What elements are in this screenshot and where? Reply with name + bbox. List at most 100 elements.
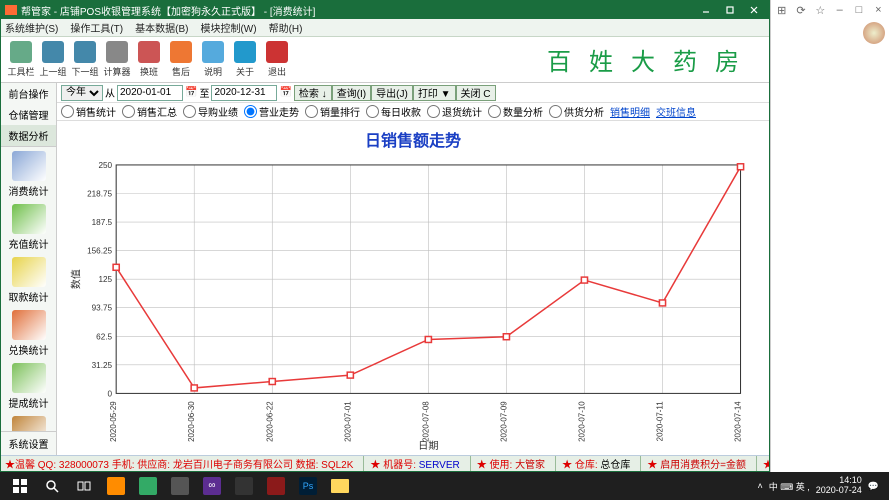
toolbar-关于[interactable]: 关于	[229, 41, 261, 78]
start-button[interactable]	[4, 474, 36, 498]
chart-area: 日销售额走势 031.2562.593.75125156.25187.5218.…	[57, 121, 769, 455]
svg-text:218.75: 218.75	[87, 190, 113, 199]
svg-text:250: 250	[98, 161, 112, 170]
sidebar-item-取款统计[interactable]: 取款统计	[1, 253, 56, 306]
svg-text:93.75: 93.75	[92, 304, 113, 313]
user-avatar[interactable]	[863, 22, 885, 44]
toolbar-上一组[interactable]: 上一组	[37, 41, 69, 78]
notif-icon[interactable]: 💬	[868, 481, 879, 492]
sidebar-tab[interactable]: 数据分析	[1, 125, 56, 146]
view-radio[interactable]: 退货统计	[427, 104, 482, 119]
toolbar-退出[interactable]: 退出	[261, 41, 293, 78]
search-icon[interactable]	[36, 474, 68, 498]
close-button[interactable]	[743, 3, 765, 17]
sidebar-item-兑换统计[interactable]: 兑换统计	[1, 306, 56, 359]
toolbar-售后[interactable]: 售后	[165, 41, 197, 78]
refresh-icon[interactable]: ⟳	[794, 3, 807, 17]
menu-item[interactable]: 模块控制(W)	[200, 20, 256, 35]
taskbar: ∞ Ps ˄ 中 ⌨ 英 , 14:102020-07-24 💬	[0, 472, 889, 500]
status-bar: ★温馨 QQ: 328000073 手机: 供应商: 龙岩百川电子商务有限公司 …	[1, 455, 769, 471]
view-link[interactable]: 销售明细	[610, 104, 650, 119]
max2-icon[interactable]: □	[852, 3, 865, 17]
tray-up-icon[interactable]: ˄	[757, 481, 762, 491]
svg-text:2020-07-14: 2020-07-14	[733, 401, 742, 442]
status-left: ★温馨 QQ: 328000073 手机: 供应商: 龙岩百川电子商务有限公司 …	[5, 456, 353, 471]
view-radio[interactable]: 销售统计	[61, 104, 116, 119]
view-radio[interactable]: 导购业绩	[183, 104, 238, 119]
svg-text:125: 125	[98, 275, 112, 284]
range-select[interactable]: 今年	[61, 85, 103, 101]
svg-text:156.25: 156.25	[87, 247, 113, 256]
app5-icon[interactable]	[260, 474, 292, 498]
date-to-input[interactable]	[211, 85, 277, 101]
maximize-button[interactable]	[719, 3, 741, 17]
star-icon[interactable]: ☆	[814, 3, 827, 17]
view-radio[interactable]: 销量排行	[305, 104, 360, 119]
svg-text:2020-06-30: 2020-06-30	[187, 401, 196, 442]
sidebar-tab[interactable]: 仓储管理	[1, 104, 56, 125]
filter-button[interactable]: 关闭 C	[456, 85, 496, 101]
sales-trend-chart: 031.2562.593.75125156.25187.5218.7525020…	[65, 155, 761, 453]
svg-text:31.25: 31.25	[92, 361, 113, 370]
sidebar-item-消费统计[interactable]: 消费统计	[1, 147, 56, 200]
view-link[interactable]: 交班信息	[656, 104, 696, 119]
toolbar-说明[interactable]: 说明	[197, 41, 229, 78]
tray-clock[interactable]: 14:102020-07-24	[816, 476, 862, 496]
sidebar-tab[interactable]: 前台操作	[1, 83, 56, 104]
app-window: 帮管家 - 店铺POS收银管理系统【加密狗永久正式版】 - [消费统计] 系统维…	[0, 0, 770, 472]
status-seg: ★ 2020年7月24日 星期五	[756, 456, 769, 471]
toolbar-工具栏[interactable]: 工具栏	[5, 41, 37, 78]
toolbar-换班[interactable]: 换班	[133, 41, 165, 78]
taskview-icon[interactable]	[68, 474, 100, 498]
menu-item[interactable]: 帮助(H)	[269, 20, 303, 35]
sidebar-settings[interactable]: 系统设置	[1, 431, 56, 455]
filter-button[interactable]: 查询(I)	[332, 85, 371, 101]
toolbar: 工具栏上一组下一组计算器换班售后说明关于退出 百 姓 大 药 房	[1, 37, 769, 83]
svg-text:2020-07-11: 2020-07-11	[655, 401, 664, 441]
folder-icon[interactable]	[324, 474, 356, 498]
ext-icon[interactable]: ⊞	[775, 3, 788, 17]
view-radio[interactable]: 营业走势	[244, 104, 299, 119]
app1-icon[interactable]	[100, 474, 132, 498]
svg-text:2020-07-08: 2020-07-08	[421, 401, 430, 442]
menu-item[interactable]: 基本数据(B)	[135, 20, 188, 35]
svg-text:2020-07-10: 2020-07-10	[577, 401, 586, 442]
close2-icon[interactable]: ×	[872, 3, 885, 17]
app2-icon[interactable]	[132, 474, 164, 498]
view-radio-bar: 销售统计销售汇总导购业绩营业走势销量排行每日收款退货统计数量分析供货分析销售明细…	[57, 103, 769, 121]
min2-icon[interactable]: –	[833, 3, 846, 17]
svg-text:2020-07-01: 2020-07-01	[343, 401, 352, 442]
minimize-button[interactable]	[695, 3, 717, 17]
sidebar-item-充值统计[interactable]: 充值统计	[1, 200, 56, 253]
view-radio[interactable]: 每日收款	[366, 104, 421, 119]
app-icon	[5, 5, 17, 15]
toolbar-计算器[interactable]: 计算器	[101, 41, 133, 78]
view-radio[interactable]: 销售汇总	[122, 104, 177, 119]
sidebar-item-消费管理[interactable]: 消费管理	[1, 412, 56, 431]
ps-icon[interactable]: Ps	[292, 474, 324, 498]
svg-text:数值: 数值	[69, 269, 82, 289]
view-radio[interactable]: 供货分析	[549, 104, 604, 119]
menu-item[interactable]: 系统维护(S)	[5, 20, 58, 35]
toolbar-下一组[interactable]: 下一组	[69, 41, 101, 78]
main-area: 今年 从 📅 至 📅 检索 ↓查询(I)导出(J)打印 ▼关闭 C 销售统计销售…	[57, 83, 769, 455]
filter-button[interactable]: 导出(J)	[371, 85, 413, 101]
svg-text:2020-05-29: 2020-05-29	[109, 401, 118, 442]
sidebar-item-提成统计[interactable]: 提成统计	[1, 359, 56, 412]
browser-right-panel: ⊞ ⟳ ☆ – □ ×	[770, 0, 889, 472]
brand-title: 百 姓 大 药 房	[547, 42, 745, 77]
window-title: 帮管家 - 店铺POS收银管理系统【加密狗永久正式版】 - [消费统计]	[21, 3, 315, 18]
status-seg: ★ 仓库: 总仓库	[555, 456, 630, 471]
filter-button[interactable]: 打印 ▼	[413, 85, 456, 101]
app4-icon[interactable]	[228, 474, 260, 498]
filter-button[interactable]: 检索 ↓	[294, 85, 332, 101]
view-radio[interactable]: 数量分析	[488, 104, 543, 119]
date-from-input[interactable]	[117, 85, 183, 101]
ime-status[interactable]: 中 ⌨ 英 ,	[769, 480, 810, 493]
vs-icon[interactable]: ∞	[196, 474, 228, 498]
app3-icon[interactable]	[164, 474, 196, 498]
menu-item[interactable]: 操作工具(T)	[70, 20, 123, 35]
svg-text:2020-06-22: 2020-06-22	[265, 401, 274, 442]
status-seg: ★ 启用消费积分=金额	[640, 456, 746, 471]
chart-title: 日销售额走势	[365, 127, 461, 151]
